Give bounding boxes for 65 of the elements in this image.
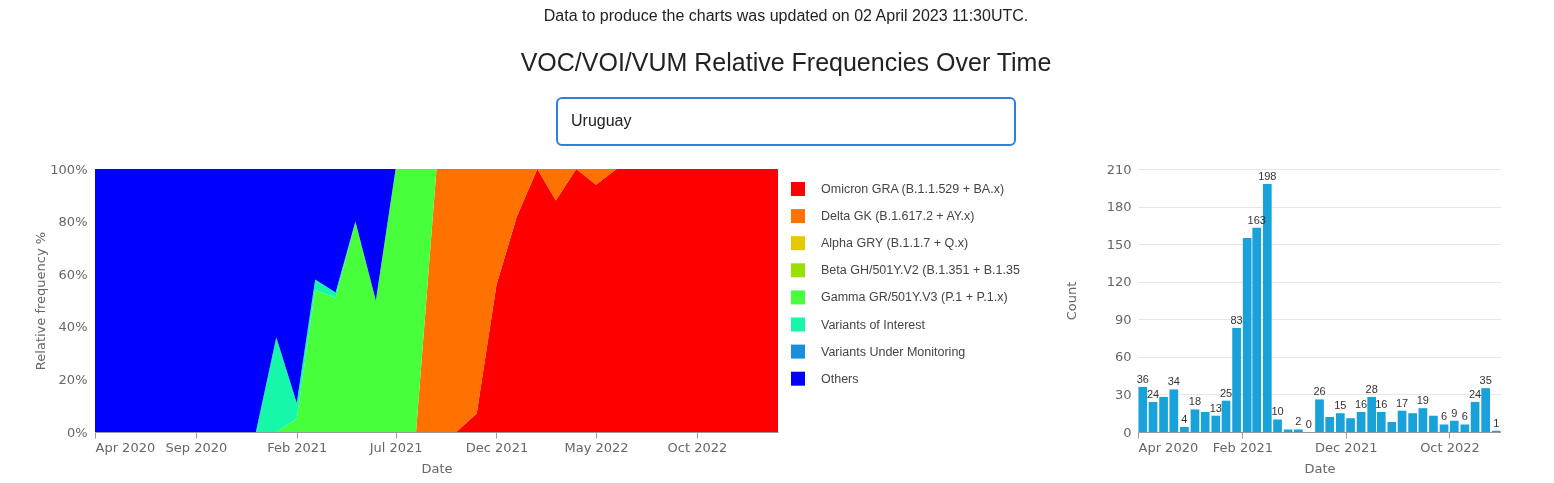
x-tick-label: Sep 2020 xyxy=(165,439,228,455)
legend-label: Beta GH/501Y.V2 (B.1.351 + B.1.35 xyxy=(821,263,1020,278)
x-axis-title: Date xyxy=(1304,460,1336,476)
y-tick-label: 20% xyxy=(58,371,88,387)
data-label: 16 xyxy=(1375,397,1388,410)
y-tick-label: 80% xyxy=(58,214,88,230)
y-axis-title: Relative frequency % xyxy=(33,231,49,371)
legend-label: Gamma GR/501Y.V3 (P.1 + P.1.x) xyxy=(821,290,1008,305)
x-tick-label: Oct 2022 xyxy=(667,439,728,455)
x-tick-label: Feb 2021 xyxy=(267,439,328,455)
x-tick-label: Feb 2021 xyxy=(1212,439,1274,455)
data-label: 24 xyxy=(1146,387,1160,400)
data-label: 34 xyxy=(1167,375,1180,388)
data-label: 6 xyxy=(1440,410,1448,423)
legend-label: Variants of Interest xyxy=(821,317,926,332)
x-tick-label: Dec 2021 xyxy=(1315,439,1378,455)
data-label: 83 xyxy=(1230,314,1243,327)
y-tick-label: 40% xyxy=(58,319,88,335)
chart-title: VOC/VOI/VUM Relative Frequencies Over Time xyxy=(520,48,1052,76)
y-tick-label: 0% xyxy=(66,424,88,440)
x-tick-label: Apr 2020 xyxy=(1138,439,1199,455)
x-tick-label: Apr 2020 xyxy=(95,439,156,455)
legend-label: Variants Under Monitoring xyxy=(821,344,966,359)
chart-subtitle: Uruguay xyxy=(571,112,632,129)
legend-label: Alpha GRY (B.1.1.7 + Q.x) xyxy=(821,236,969,251)
legend-label: Omicron GRA (B.1.1.529 + BA.x) xyxy=(821,182,1005,196)
y-tick-label: 150 xyxy=(1106,236,1132,252)
y-tick-label: 100% xyxy=(50,161,88,177)
y-tick-label: 120 xyxy=(1106,274,1132,290)
y-tick-label: 210 xyxy=(1106,161,1132,177)
y-tick-label: 60% xyxy=(58,266,88,282)
data-label: 18 xyxy=(1188,395,1202,408)
x-tick-label: Dec 2021 xyxy=(465,439,529,455)
x-axis-title: Date xyxy=(421,460,453,476)
y-tick-label: 60 xyxy=(1114,349,1132,365)
data-label: 13 xyxy=(1209,401,1222,414)
y-axis-title: Count xyxy=(1063,281,1079,321)
data-label: 28 xyxy=(1365,382,1378,395)
data-label: 17 xyxy=(1395,396,1409,409)
y-tick-label: 30 xyxy=(1114,386,1132,402)
data-label: 24 xyxy=(1468,387,1482,400)
data-label: 198 xyxy=(1258,170,1277,183)
data-label: 4 xyxy=(1181,412,1188,425)
y-tick-label: 180 xyxy=(1106,199,1132,215)
legend-label: Others xyxy=(821,371,859,386)
data-label: 2 xyxy=(1295,415,1302,428)
x-tick-label: Jul 2021 xyxy=(368,439,423,455)
data-label: 25 xyxy=(1219,386,1233,399)
x-tick-label: Oct 2022 xyxy=(1420,439,1480,455)
x-tick-label: May 2022 xyxy=(564,439,629,455)
data-label: 0 xyxy=(1305,418,1312,430)
data-label: 16 xyxy=(1355,397,1368,410)
data-label: 1 xyxy=(1493,416,1500,429)
text: Data to produce the charts was updated on 02 April 2023 11:30UTC. xyxy=(543,7,1029,24)
data-label: 15 xyxy=(1334,399,1347,412)
data-label: 26 xyxy=(1313,385,1326,398)
data-label: 35 xyxy=(1479,374,1492,387)
data-label: 10 xyxy=(1271,405,1284,418)
y-tick-label: 0 xyxy=(1123,424,1132,440)
data-label: 9 xyxy=(1451,406,1458,419)
y-tick-label: 90 xyxy=(1114,311,1132,327)
data-label: 6 xyxy=(1461,410,1468,423)
data-label: 19 xyxy=(1416,394,1429,407)
legend-label: Delta GK (B.1.617.2 + AY.x) xyxy=(821,209,975,224)
data-label: 36 xyxy=(1136,372,1149,385)
